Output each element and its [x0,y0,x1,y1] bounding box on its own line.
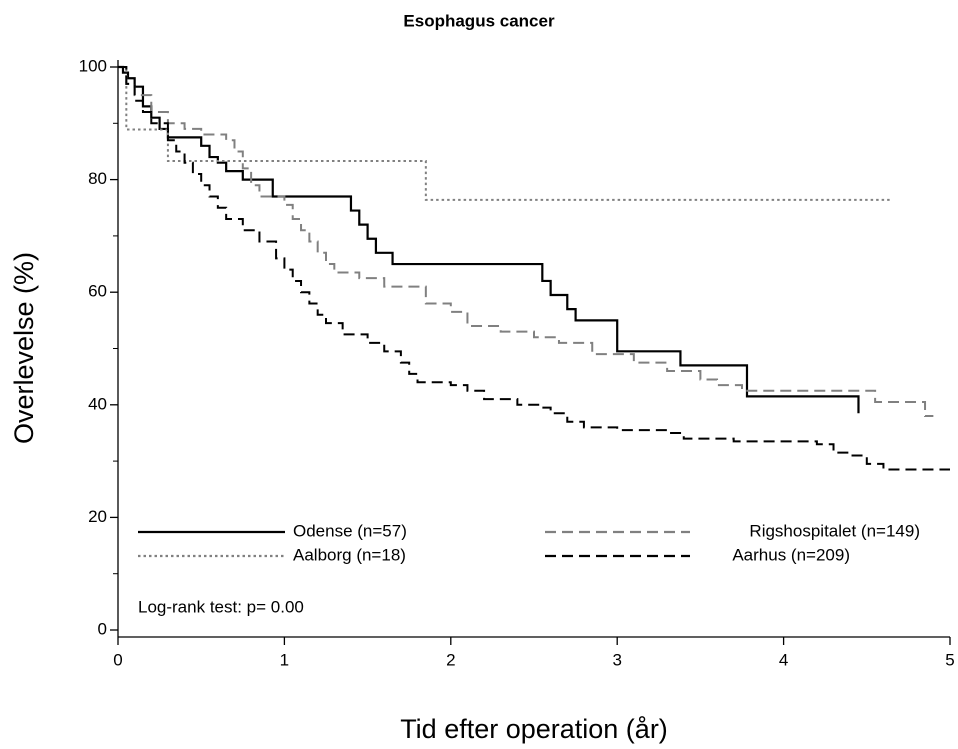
legend-label: Aalborg (n=18) [293,545,406,564]
x-tick-label: 5 [945,650,954,669]
y-tick-label: 0 [98,619,107,638]
y-axis-label: Overlevelse (%) [9,252,39,444]
x-tick-label: 2 [446,650,455,669]
x-tick-label: 0 [113,650,122,669]
y-tick-label: 80 [88,169,107,188]
x-tick-label: 1 [280,650,289,669]
x-axis-label: Tid efter operation (år) [400,714,668,744]
x-tick-label: 4 [779,650,788,669]
annotation: Log-rank test: p= 0.00 [138,597,304,616]
survival-curve [118,66,934,418]
y-tick-label: 100 [79,56,107,75]
chart-title: Esophagus cancer [403,11,555,30]
legend-label: Odense (n=57) [293,521,407,540]
survival-curve [118,65,860,414]
legend-label: Aarhus (n=209) [732,545,850,564]
y-tick-label: 40 [88,394,107,413]
x-tick-label: 3 [612,650,621,669]
y-tick-label: 20 [88,507,107,526]
legend-label: Rigshospitalet (n=149) [749,521,920,540]
survival-curve [118,66,950,471]
y-tick-label: 60 [88,282,107,301]
survival-curve [118,66,892,201]
